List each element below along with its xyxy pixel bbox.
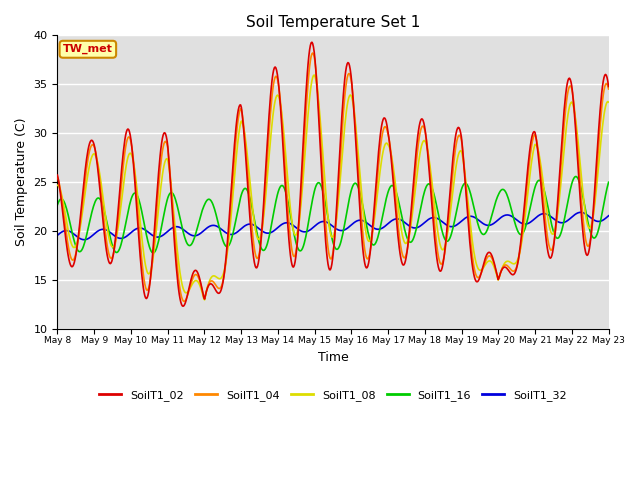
SoilT1_08 — [310, 72, 318, 78]
SoilT1_08 — [418, 143, 426, 149]
SoilT1_02 — [605, 84, 612, 89]
X-axis label: Time: Time — [317, 351, 348, 364]
SoilT1_16 — [54, 202, 61, 208]
SoilT1_08 — [201, 297, 209, 303]
SoilT1_04 — [418, 125, 426, 131]
SoilT1_32 — [121, 234, 129, 240]
SoilT1_08 — [120, 177, 128, 183]
SoilT1_02 — [308, 39, 316, 45]
SoilT1_32 — [177, 225, 185, 231]
SoilT1_04 — [180, 299, 188, 304]
Title: Soil Temperature Set 1: Soil Temperature Set 1 — [246, 15, 420, 30]
SoilT1_02 — [418, 116, 426, 122]
SoilT1_32 — [206, 223, 214, 229]
SoilT1_02 — [63, 248, 71, 253]
SoilT1_32 — [605, 213, 612, 219]
SoilT1_02 — [176, 296, 184, 302]
SoilT1_16 — [572, 174, 579, 180]
SoilT1_04 — [206, 279, 214, 285]
SoilT1_08 — [176, 270, 184, 276]
Line: SoilT1_08: SoilT1_08 — [58, 75, 609, 300]
SoilT1_08 — [605, 99, 612, 105]
SoilT1_32 — [401, 219, 408, 225]
SoilT1_02 — [401, 258, 409, 264]
SoilT1_16 — [63, 209, 71, 215]
SoilT1_04 — [176, 287, 184, 292]
SoilT1_16 — [417, 204, 424, 210]
Y-axis label: Soil Temperature (C): Soil Temperature (C) — [15, 118, 28, 246]
SoilT1_08 — [206, 277, 214, 283]
Line: SoilT1_32: SoilT1_32 — [58, 212, 609, 240]
SoilT1_02 — [206, 281, 214, 287]
SoilT1_08 — [54, 182, 61, 188]
SoilT1_16 — [149, 250, 157, 256]
SoilT1_02 — [120, 143, 128, 148]
Line: SoilT1_04: SoilT1_04 — [58, 53, 609, 301]
Text: TW_met: TW_met — [63, 44, 113, 54]
SoilT1_32 — [63, 228, 71, 234]
SoilT1_04 — [309, 50, 317, 56]
SoilT1_04 — [605, 86, 612, 92]
SoilT1_16 — [177, 219, 185, 225]
Legend: SoilT1_02, SoilT1_04, SoilT1_08, SoilT1_16, SoilT1_32: SoilT1_02, SoilT1_04, SoilT1_08, SoilT1_… — [95, 385, 572, 405]
SoilT1_32 — [81, 237, 88, 242]
SoilT1_16 — [120, 228, 128, 234]
Line: SoilT1_16: SoilT1_16 — [58, 177, 609, 253]
SoilT1_16 — [401, 227, 408, 232]
SoilT1_02 — [179, 303, 187, 309]
SoilT1_32 — [577, 209, 585, 215]
SoilT1_08 — [63, 223, 71, 229]
SoilT1_08 — [401, 240, 409, 246]
SoilT1_02 — [54, 172, 61, 178]
SoilT1_04 — [63, 238, 71, 244]
SoilT1_32 — [417, 223, 424, 228]
SoilT1_04 — [401, 254, 409, 260]
SoilT1_16 — [206, 197, 214, 203]
Line: SoilT1_02: SoilT1_02 — [58, 42, 609, 306]
SoilT1_04 — [120, 156, 128, 161]
SoilT1_16 — [605, 180, 612, 185]
SoilT1_32 — [54, 232, 61, 238]
SoilT1_04 — [54, 174, 61, 180]
